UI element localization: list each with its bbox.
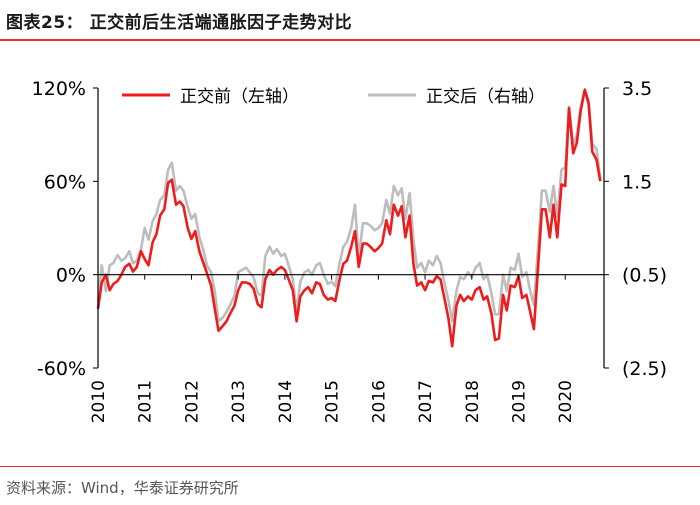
x-axis-tick-label: 2014 — [276, 380, 296, 423]
left-axis-tick-label: 120% — [32, 78, 86, 100]
right-axis-tick-label: 1.5 — [622, 171, 652, 193]
x-axis-tick-label: 2016 — [369, 380, 389, 423]
legend: 正交前（左轴） 正交后（右轴） — [122, 87, 545, 107]
axes-layer: -60% 0% 60% 120% 3.5 1.5 (0.5) (2.5) 2010 2011 201… — [32, 78, 667, 423]
figure-title: 图表25： 正交前后生活端通胀因子走势对比 — [6, 13, 353, 33]
x-axis-tick-label: 2010 — [89, 380, 109, 423]
x-axis-tick-label: 2013 — [229, 380, 249, 423]
x-axis-tick-label: 2017 — [416, 380, 436, 423]
right-axis-tick-label: (2.5) — [622, 358, 667, 380]
x-axis-tick-label: 2019 — [509, 380, 529, 423]
x-axis-tick-label: 2020 — [556, 380, 576, 423]
left-axis-tick-label: -60% — [37, 358, 86, 380]
right-axis-tick-label: 3.5 — [622, 78, 652, 100]
bottom-rule — [0, 466, 700, 467]
figure-title-bar: 图表25： 正交前后生活端通胀因子走势对比 — [0, 0, 700, 41]
title-rule — [0, 39, 700, 41]
series-line-before — [96, 88, 602, 348]
source-note: 资料来源：Wind，华泰证券研究所 — [6, 479, 239, 497]
right-axis-tick-label: (0.5) — [622, 265, 667, 287]
x-axis-tick-label: 2012 — [182, 380, 202, 423]
left-axis-tick-label: 60% — [44, 171, 86, 193]
x-axis-tick-label: 2015 — [323, 380, 343, 423]
x-axis-tick-label: 2018 — [463, 380, 483, 423]
legend-label: 正交后（右轴） — [426, 87, 545, 107]
x-axis-tick-label: 2011 — [136, 380, 156, 423]
left-axis-tick-label: 0% — [56, 265, 86, 287]
series-line-after — [96, 89, 602, 323]
legend-label: 正交前（左轴） — [180, 87, 299, 107]
series-layer — [96, 88, 602, 348]
